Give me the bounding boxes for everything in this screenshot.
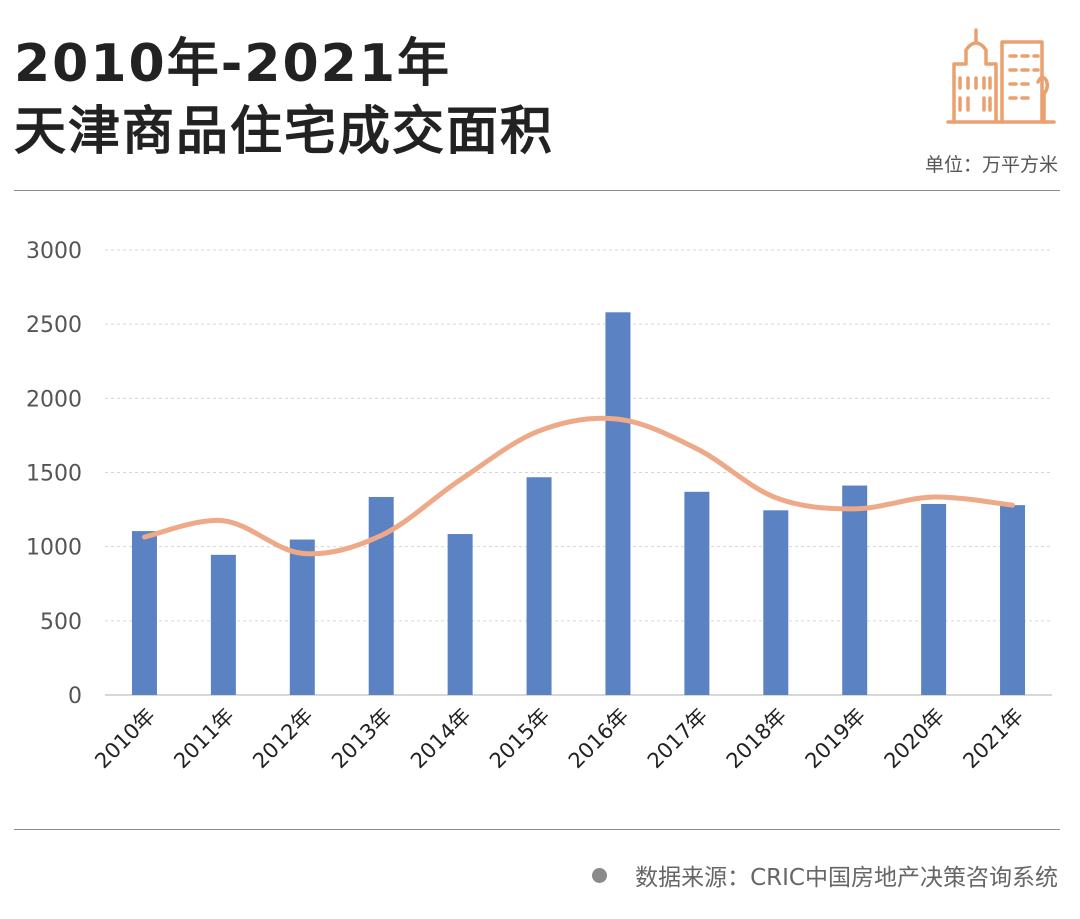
trendline-group (141, 415, 1016, 557)
x-tick-label: 2019年 (801, 704, 871, 774)
bar (921, 503, 947, 695)
bar (842, 485, 868, 695)
x-tick-label: 2017年 (643, 704, 713, 774)
unit-label: 单位：万平方米 (924, 154, 1058, 176)
bar (1000, 505, 1026, 695)
x-tick-label: 2010年 (90, 704, 160, 774)
x-tick-label: 2020年 (880, 704, 950, 774)
y-tick-label: 1000 (26, 536, 82, 561)
bar (368, 496, 394, 695)
y-tick-label: 1500 (26, 462, 82, 487)
bar (447, 534, 473, 695)
x-tick-label: 2013年 (327, 704, 397, 774)
y-tick-label: 0 (68, 684, 82, 709)
divider-bottom (14, 829, 1060, 830)
bar (526, 477, 552, 695)
x-tick-label: 2021年 (958, 704, 1028, 774)
x-tick-label: 2012年 (248, 704, 318, 774)
trendline (141, 415, 1016, 557)
gridlines (105, 249, 1052, 696)
x-tick-label: 2015年 (485, 704, 555, 774)
source-row: 数据来源：CRIC中国房地产决策咨询系统 (592, 858, 1058, 892)
y-tick-label: 500 (40, 610, 82, 635)
x-tick-label: 2016年 (564, 704, 634, 774)
bar (605, 312, 631, 695)
bar (131, 531, 157, 695)
chart-title-line-2: 天津商品住宅成交面积 (14, 102, 555, 162)
bar (763, 510, 789, 695)
buildings-icon (946, 28, 1056, 124)
bar (289, 539, 315, 695)
bars (131, 312, 1026, 695)
bar (210, 554, 236, 695)
bar-chart: 0 500 1000 1500 2000 2500 3000 2010年 2011年 2012年… (26, 239, 1052, 774)
y-tick-label: 3000 (26, 239, 82, 264)
source-label: 数据来源：CRIC中国房地产决策咨询系统 (635, 865, 1058, 891)
x-tick-label: 2011年 (169, 704, 239, 774)
x-tick-label: 2018年 (722, 704, 792, 774)
divider-top (14, 190, 1060, 191)
y-tick-label: 2000 (26, 387, 82, 412)
y-tick-label: 2500 (26, 313, 82, 338)
x-axis-ticks: 2010年 2011年 2012年 2013年 2014年 2015年 2016年 2017年… (90, 704, 1028, 774)
x-tick-label: 2014年 (406, 704, 476, 774)
y-axis-ticks: 0 500 1000 1500 2000 2500 3000 (26, 239, 82, 709)
bar (684, 491, 710, 695)
chart-title-line-1: 2010年-2021年 (14, 34, 452, 94)
bullet-dot (592, 867, 608, 883)
